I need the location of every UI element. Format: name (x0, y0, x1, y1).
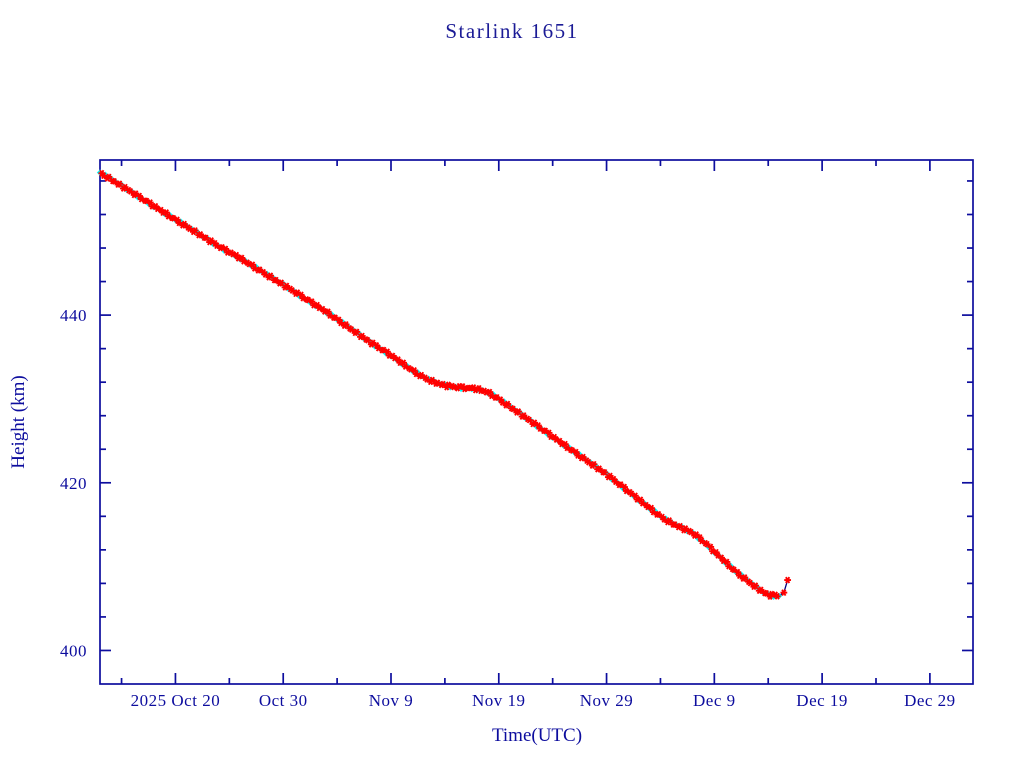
data-marker-diamond (738, 571, 745, 578)
x-axis-tick-labels: 2025 Oct 20 Oct 30 Nov 9 Nov 19 Nov 29 Dec 9 D… (131, 691, 956, 710)
data-marker-asterisk (780, 589, 788, 597)
data-marker-asterisk (272, 276, 280, 284)
x-tick-label: 2025 Oct 20 (131, 691, 221, 710)
data-marker-asterisk (197, 231, 204, 238)
data-marker-asterisk (428, 376, 436, 384)
y-tick-label: 400 (60, 641, 87, 660)
data-marker-asterisk (612, 478, 619, 486)
data-marker-asterisk (278, 279, 285, 287)
x-tick-label: Dec 29 (904, 691, 956, 710)
data-marker-asterisk (127, 187, 134, 195)
x-tick-label: Oct 30 (259, 691, 308, 710)
plot-frame (99, 159, 974, 685)
data-marker-asterisk (595, 465, 603, 473)
data-marker-diamond (544, 430, 551, 438)
data-marker-asterisk (342, 320, 350, 328)
data-marker-asterisk (676, 522, 684, 530)
data-marker-asterisk (202, 234, 210, 242)
chart-title: Starlink 1651 (445, 19, 578, 43)
data-marker-asterisk (348, 326, 355, 333)
x-tick-label: Dec 19 (796, 691, 848, 710)
data-marker-asterisk (504, 400, 512, 408)
data-marker-asterisk (515, 408, 522, 416)
data-marker-asterisk (191, 227, 199, 234)
data-marker-asterisk (752, 582, 760, 590)
y-axis-tick-labels: 400 420 440 (60, 306, 87, 660)
y-tick-label: 440 (60, 306, 87, 325)
data-marker-asterisk (358, 332, 366, 340)
data-marker-asterisk (606, 472, 614, 480)
data-marker-asterisk (288, 287, 296, 294)
data-marker-asterisk (525, 416, 533, 424)
data-marker-asterisk (116, 180, 124, 188)
data-marker-asterisk (784, 576, 792, 584)
data-marker-asterisk (110, 177, 118, 185)
data-marker-asterisk (105, 173, 113, 181)
data-marker-asterisk (181, 220, 188, 228)
data-marker-asterisk (687, 528, 695, 536)
data-marker-asterisk (520, 412, 528, 419)
x-tick-label: Nov 29 (580, 691, 634, 710)
x-tick-label: Nov 19 (472, 691, 526, 710)
data-marker-asterisk (601, 468, 609, 476)
data-marker-asterisk (590, 460, 598, 468)
data-marker-asterisk (757, 586, 765, 594)
data-marker-asterisk (666, 517, 673, 525)
data-marker-asterisk (364, 336, 372, 344)
data-marker-asterisk (579, 453, 587, 461)
x-tick-label: Dec 9 (693, 691, 736, 710)
data-marker-asterisk (585, 458, 592, 466)
x-axis-label: Time(UTC) (492, 725, 582, 746)
primary-data-markers (98, 169, 792, 600)
axis-ticks (100, 160, 973, 684)
data-marker-asterisk (353, 328, 361, 336)
y-axis-label: Height (km) (8, 375, 29, 468)
data-marker-diamond (193, 228, 201, 235)
data-marker-asterisk (509, 405, 517, 413)
y-tick-label: 420 (60, 474, 87, 493)
data-marker-asterisk (773, 592, 781, 600)
data-marker-asterisk (741, 574, 749, 581)
data-marker-asterisk (746, 579, 754, 587)
x-tick-label: Nov 9 (369, 691, 414, 710)
